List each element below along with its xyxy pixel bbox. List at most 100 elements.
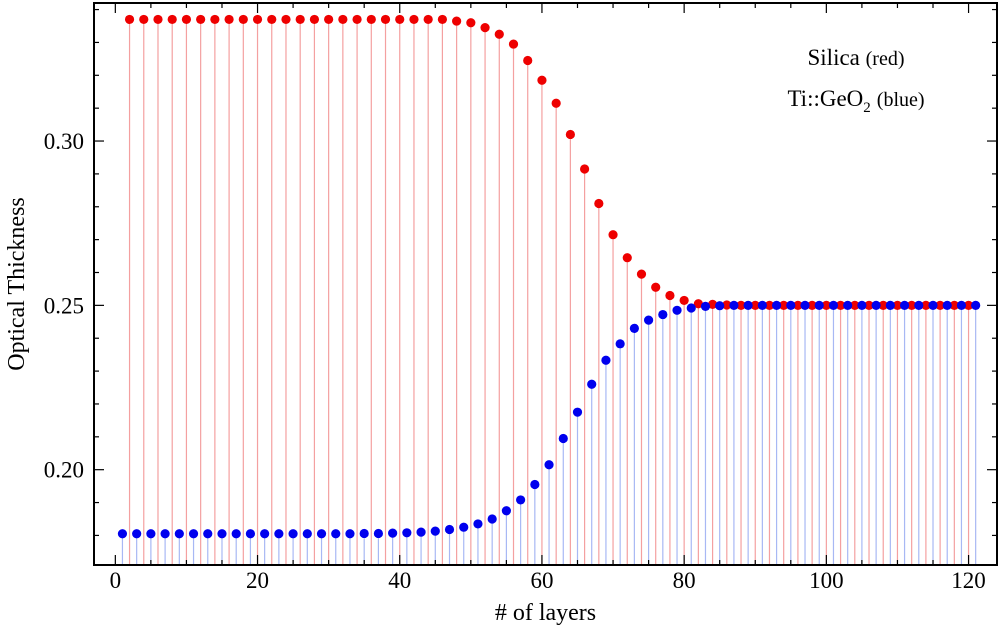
point-tigeo2-97	[800, 300, 810, 310]
point-silica-14	[210, 14, 220, 25]
point-silica-62	[551, 98, 561, 108]
point-tigeo2-25	[288, 529, 298, 539]
point-silica-32	[338, 14, 348, 25]
y-axis-ticks: 0.20 0.25 0.30	[44, 8, 997, 537]
y-tick-label-1: 0.25	[44, 293, 84, 318]
point-silica-76	[651, 282, 661, 292]
point-silica-2	[124, 14, 135, 25]
point-tigeo2-79	[672, 305, 682, 315]
x-tick-label-80: 80	[673, 568, 696, 593]
x-tick-label-0: 0	[110, 568, 122, 593]
point-silica-48	[452, 16, 462, 26]
point-tigeo2-71	[615, 339, 625, 349]
point-silica-120	[963, 300, 974, 310]
point-tigeo2-45	[430, 526, 440, 536]
point-silica-24	[281, 14, 291, 25]
point-tigeo2-55	[501, 506, 511, 516]
point-tigeo2-91	[757, 300, 767, 310]
point-silica-90	[750, 300, 760, 310]
point-tigeo2-93	[771, 300, 782, 310]
point-silica-28	[309, 14, 320, 25]
point-tigeo2-61	[544, 460, 554, 470]
point-silica-54	[494, 29, 504, 39]
legend-tigeo2-subscript: 2	[863, 100, 871, 116]
point-tigeo2-63	[558, 433, 568, 444]
legend-tigeo2-prefix: Ti::GeO	[787, 86, 863, 111]
point-silica-68	[594, 198, 604, 209]
x-tick-label-20: 20	[246, 568, 269, 593]
point-tigeo2-41	[402, 528, 412, 538]
point-silica-70	[608, 230, 618, 240]
point-silica-98	[807, 300, 817, 310]
plot-background	[94, 3, 997, 565]
point-tigeo2-119	[956, 300, 967, 310]
point-silica-106	[864, 300, 874, 310]
x-axis-ticks: 0 20 40 60 80 100 120	[110, 3, 986, 593]
legend: Silica (red) Ti::GeO2 (blue)	[787, 45, 924, 116]
x-tick-label-100: 100	[809, 568, 844, 593]
plot-frame	[93, 2, 998, 566]
point-silica-86	[722, 300, 732, 310]
point-tigeo2-77	[658, 309, 668, 320]
point-tigeo2-59	[530, 479, 540, 490]
point-silica-4	[139, 14, 149, 25]
point-silica-110	[892, 300, 903, 310]
point-tigeo2-17	[231, 529, 241, 539]
point-tigeo2-109	[885, 300, 895, 310]
point-silica-26	[295, 14, 305, 25]
y-axis-title: Optical Thickness	[4, 197, 30, 371]
stem-lines	[121, 19, 977, 565]
point-tigeo2-33	[345, 529, 355, 539]
data-points	[117, 14, 981, 539]
point-silica-36	[366, 14, 376, 25]
legend-tigeo2-color: (blue)	[877, 89, 925, 111]
point-silica-50	[466, 18, 476, 28]
point-tigeo2-117	[942, 300, 952, 310]
point-silica-42	[409, 14, 419, 25]
point-tigeo2-13	[203, 529, 213, 539]
point-tigeo2-73	[629, 323, 639, 333]
point-tigeo2-85	[715, 301, 725, 311]
point-tigeo2-65	[572, 407, 583, 417]
x-tick-label-40: 40	[388, 568, 411, 593]
point-tigeo2-115	[928, 300, 938, 310]
point-tigeo2-51	[473, 519, 483, 529]
point-tigeo2-19	[245, 529, 256, 539]
point-silica-46	[437, 14, 448, 25]
point-tigeo2-111	[899, 300, 910, 310]
point-tigeo2-37	[373, 528, 384, 539]
point-silica-6	[153, 14, 163, 25]
point-tigeo2-75	[643, 315, 654, 325]
x-tick-label-60: 60	[530, 568, 553, 593]
point-tigeo2-69	[601, 355, 611, 365]
point-silica-74	[636, 269, 647, 279]
legend-silica-color: (red)	[866, 48, 905, 70]
point-silica-92	[764, 300, 775, 310]
point-silica-66	[580, 164, 590, 174]
point-silica-60	[537, 75, 547, 85]
point-silica-64	[565, 129, 575, 140]
y-tick-label-2: 0.30	[44, 129, 84, 154]
point-tigeo2-31	[331, 529, 341, 539]
legend-entry-silica: Silica (red)	[808, 45, 905, 70]
point-silica-80	[679, 295, 689, 306]
point-tigeo2-113	[914, 300, 924, 310]
point-tigeo2-21	[260, 529, 270, 539]
point-silica-94	[779, 300, 789, 310]
point-silica-112	[907, 300, 917, 310]
point-silica-22	[267, 14, 277, 25]
point-tigeo2-27	[302, 529, 312, 539]
point-silica-40	[395, 14, 405, 25]
point-silica-84	[707, 299, 718, 309]
point-silica-52	[480, 23, 490, 33]
point-tigeo2-11	[188, 529, 199, 539]
point-tigeo2-43	[416, 527, 426, 537]
point-tigeo2-7	[160, 529, 170, 539]
point-silica-116	[935, 300, 945, 310]
point-tigeo2-9	[174, 529, 184, 539]
point-silica-96	[793, 300, 803, 310]
point-silica-114	[921, 300, 931, 310]
point-silica-8	[167, 14, 177, 25]
point-tigeo2-29	[316, 529, 327, 539]
